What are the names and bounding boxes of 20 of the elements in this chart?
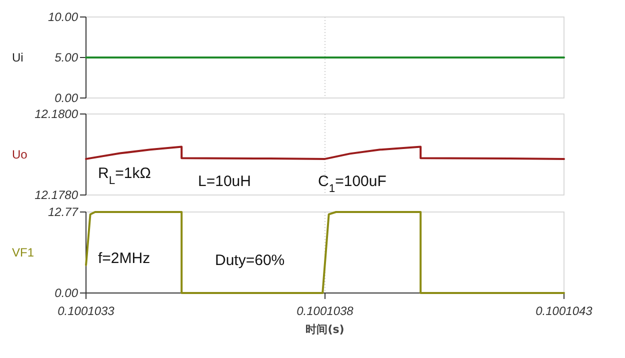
annotation: R$_{L}$=1kΩ — [98, 165, 151, 187]
x-axis-title: 时间(s) — [306, 323, 344, 336]
x-tick-label: 0.1001033 — [58, 304, 115, 318]
annotation: f=2MHz — [98, 250, 150, 267]
annotation: Duty=60% — [215, 252, 285, 269]
annotation: L=10uH — [198, 173, 251, 190]
x-tick-label: 0.1001038 — [296, 304, 354, 318]
y-tick-label: 10.00 — [48, 10, 78, 24]
x-tick-label: 0.1001043 — [536, 304, 593, 318]
annotation: C$_{1}$=100uF — [318, 173, 386, 195]
line-series — [85, 146, 565, 160]
y-axis-title: Ui — [12, 50, 24, 64]
y-axis-title: VF1 — [12, 246, 34, 260]
y-tick-label: 5.00 — [54, 50, 78, 64]
y-tick-label: 0.00 — [54, 91, 78, 105]
y-tick-label: 12.77 — [48, 205, 80, 219]
y-tick-label: 12.1780 — [34, 188, 78, 202]
y-tick-label: 0.00 — [54, 286, 78, 300]
y-tick-label: 12.1800 — [34, 107, 78, 121]
y-axis-title: Uo — [12, 148, 28, 162]
